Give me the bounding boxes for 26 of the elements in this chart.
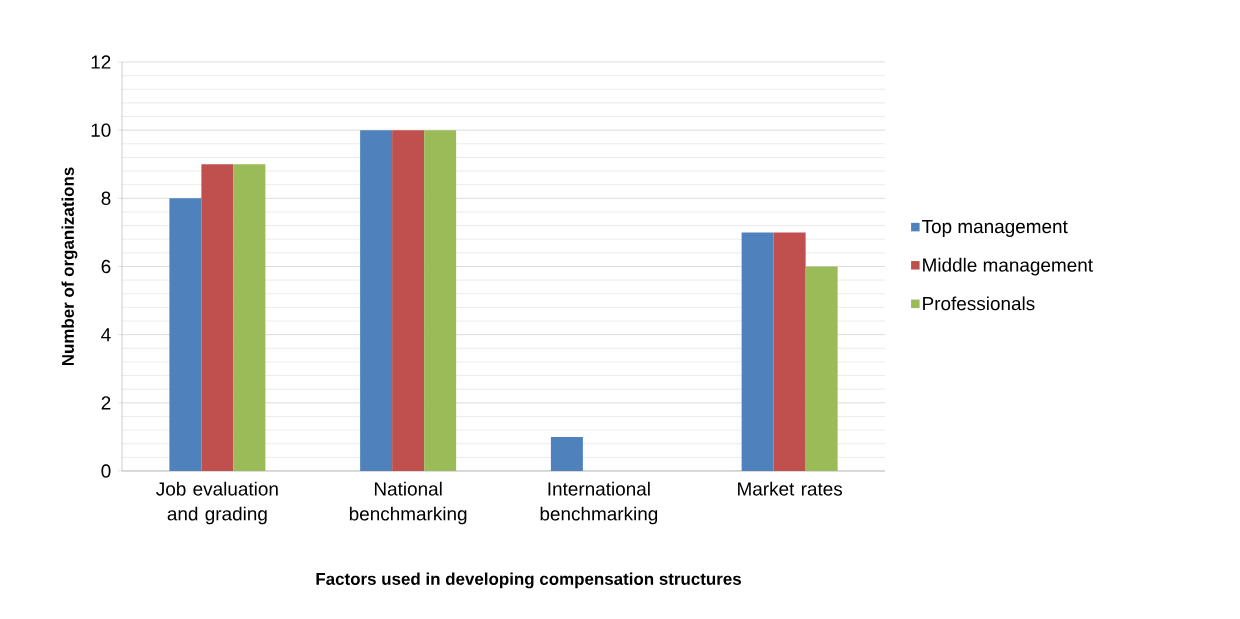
y-tick-label: 6	[101, 259, 111, 274]
y-axis-title: Number of organizations	[61, 167, 78, 366]
x-tick-label: National benchmarking	[349, 481, 467, 525]
bar	[424, 130, 457, 471]
bar	[201, 164, 234, 471]
bar	[773, 232, 806, 471]
y-tick-label: 8	[101, 191, 111, 206]
legend-label: Professionals	[923, 296, 1035, 311]
x-axis-title: Factors used in developing compensation structures	[316, 572, 741, 589]
bar	[169, 198, 202, 471]
bar	[392, 130, 425, 471]
bar	[550, 436, 583, 471]
legend-label: Top management	[922, 220, 1068, 237]
bar	[805, 266, 838, 471]
x-tick-label: International benchmarking	[540, 481, 658, 525]
bar	[741, 232, 774, 471]
y-tick-label: 2	[101, 396, 111, 410]
y-tick-label: 0	[101, 464, 111, 478]
y-tick-label: 4	[101, 328, 111, 342]
x-tick-label: Job evaluation and grading	[156, 481, 278, 525]
legend-label: Middle management	[923, 257, 1093, 276]
y-tick-label: 12	[91, 55, 111, 69]
bar	[233, 164, 266, 471]
y-tick-label: 10	[91, 123, 111, 137]
x-tick-label: Market rates	[738, 481, 843, 496]
bar	[360, 130, 393, 471]
